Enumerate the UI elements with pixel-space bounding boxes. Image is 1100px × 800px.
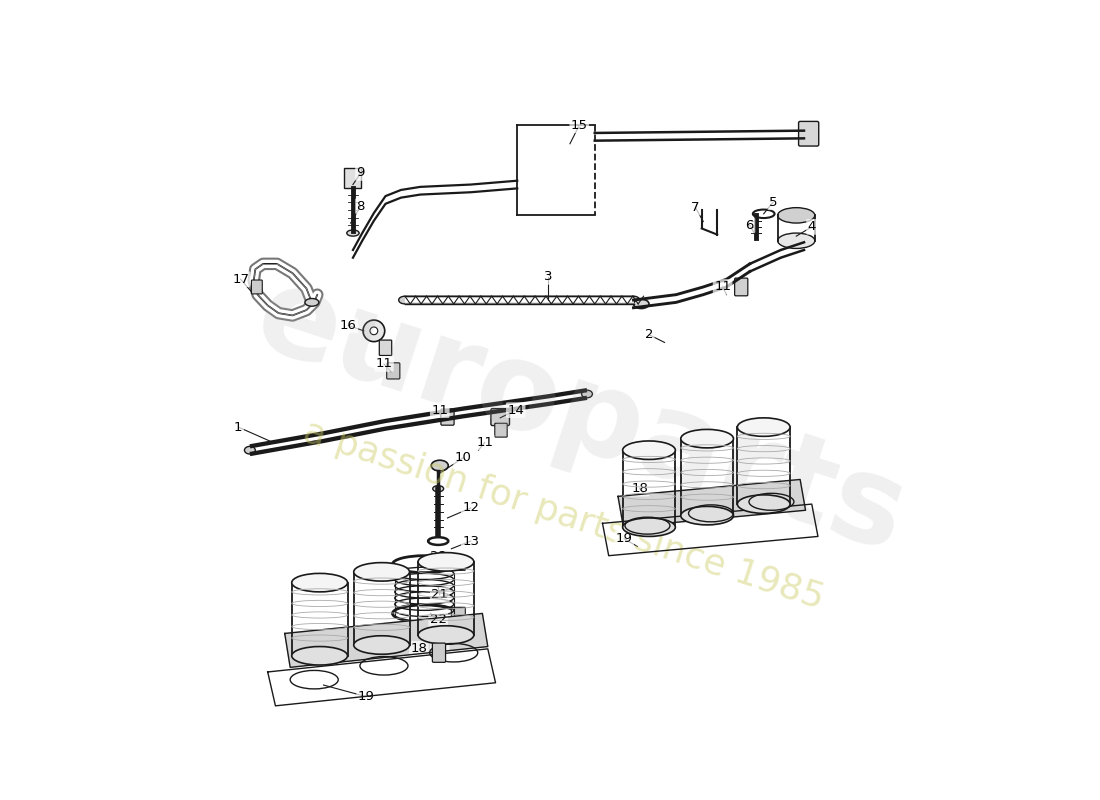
Polygon shape <box>618 479 805 527</box>
Text: 18: 18 <box>410 642 427 655</box>
Text: 21: 21 <box>431 589 449 602</box>
Text: 22: 22 <box>430 550 447 563</box>
Text: 1: 1 <box>234 421 242 434</box>
Text: 11: 11 <box>431 404 449 417</box>
Text: 11: 11 <box>375 358 393 370</box>
FancyBboxPatch shape <box>735 278 748 296</box>
Text: 18: 18 <box>631 482 648 495</box>
Ellipse shape <box>778 233 815 249</box>
Text: 6: 6 <box>746 219 754 232</box>
Text: 7: 7 <box>691 201 700 214</box>
Circle shape <box>370 327 377 334</box>
Text: 20: 20 <box>431 636 448 650</box>
FancyBboxPatch shape <box>252 280 262 294</box>
Ellipse shape <box>737 495 790 514</box>
Ellipse shape <box>244 446 255 454</box>
Ellipse shape <box>354 562 409 581</box>
Text: 11: 11 <box>714 281 732 294</box>
Ellipse shape <box>305 298 319 306</box>
Text: 17: 17 <box>232 273 249 286</box>
Text: 16: 16 <box>340 319 356 332</box>
Text: 22: 22 <box>430 613 447 626</box>
Text: europarts: europarts <box>242 256 920 576</box>
FancyBboxPatch shape <box>495 423 507 437</box>
FancyBboxPatch shape <box>491 409 509 426</box>
Ellipse shape <box>623 518 675 537</box>
FancyBboxPatch shape <box>432 643 446 662</box>
Ellipse shape <box>778 208 815 223</box>
Text: 5: 5 <box>769 196 778 209</box>
Text: 11: 11 <box>476 436 493 449</box>
FancyBboxPatch shape <box>387 363 399 379</box>
Text: 15: 15 <box>571 118 587 132</box>
Ellipse shape <box>292 646 348 665</box>
Ellipse shape <box>354 636 409 654</box>
Ellipse shape <box>432 486 443 492</box>
Ellipse shape <box>418 553 474 571</box>
Text: 2: 2 <box>645 328 653 341</box>
FancyBboxPatch shape <box>441 409 454 425</box>
Text: 10: 10 <box>454 451 472 464</box>
Ellipse shape <box>398 296 411 304</box>
Text: 9: 9 <box>356 166 365 179</box>
Ellipse shape <box>418 626 474 644</box>
FancyBboxPatch shape <box>799 122 818 146</box>
Ellipse shape <box>431 460 449 471</box>
Ellipse shape <box>623 441 675 459</box>
Text: a passion for parts since 1985: a passion for parts since 1985 <box>299 414 828 615</box>
FancyBboxPatch shape <box>451 607 465 619</box>
Text: 4: 4 <box>807 220 816 234</box>
Ellipse shape <box>681 430 734 448</box>
Text: 14: 14 <box>507 404 524 417</box>
Ellipse shape <box>634 299 649 309</box>
Ellipse shape <box>582 390 593 398</box>
Circle shape <box>363 320 385 342</box>
Text: 12: 12 <box>462 502 480 514</box>
Ellipse shape <box>292 574 348 592</box>
Ellipse shape <box>346 230 359 236</box>
Text: 19: 19 <box>358 690 375 703</box>
Ellipse shape <box>737 418 790 436</box>
Polygon shape <box>285 614 487 667</box>
FancyBboxPatch shape <box>344 168 362 188</box>
Ellipse shape <box>681 506 734 525</box>
FancyBboxPatch shape <box>451 558 465 570</box>
FancyBboxPatch shape <box>379 340 392 355</box>
Text: 3: 3 <box>544 270 552 283</box>
Ellipse shape <box>627 296 640 304</box>
Text: 19: 19 <box>616 532 632 546</box>
Text: 8: 8 <box>356 200 365 213</box>
Text: 13: 13 <box>462 534 480 547</box>
